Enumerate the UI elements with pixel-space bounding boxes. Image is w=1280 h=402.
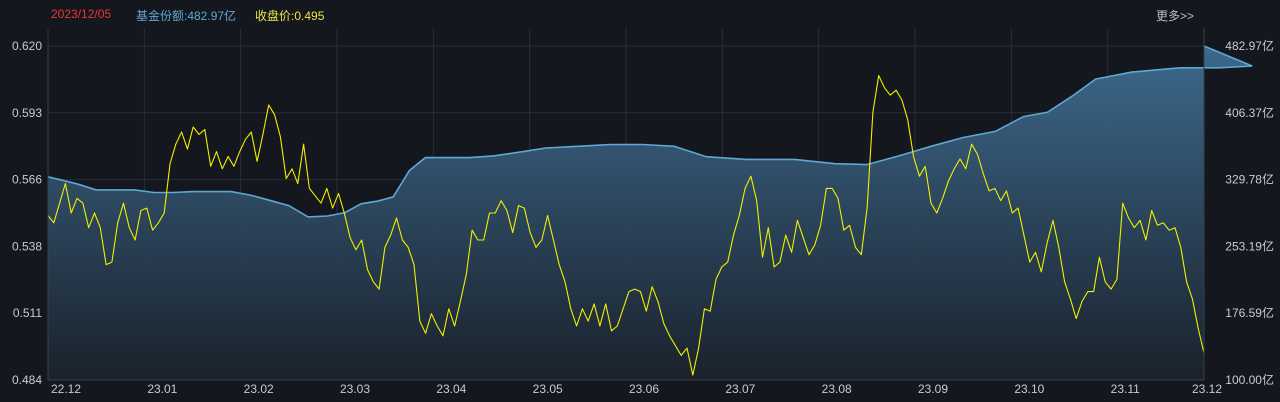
y-left-tick: 0.538 <box>12 239 42 253</box>
y-left-tick: 0.511 <box>13 306 42 320</box>
y-right-tick: 406.37亿 <box>1225 105 1274 120</box>
y-right-tick: 482.97亿 <box>1225 38 1274 53</box>
x-tick-label: 23.09 <box>918 382 948 396</box>
y-right-tick: 100.00亿 <box>1225 372 1274 387</box>
x-tick-label: 23.02 <box>244 382 274 396</box>
x-tick-label: 23.04 <box>436 382 466 396</box>
close-price-series <box>47 74 1205 376</box>
fund-share-line <box>47 45 1253 218</box>
x-tick-label: 23.03 <box>340 382 370 396</box>
more-link[interactable]: 更多>> <box>1155 9 1194 23</box>
chart-header: 2023/12/05 基金份额:482.97亿 收盘价:0.495 更多>> <box>0 0 1280 28</box>
y-left-tick: 0.484 <box>12 373 42 387</box>
y-right-tick: 253.19亿 <box>1225 238 1274 253</box>
x-tick-label: 23.10 <box>1014 382 1044 396</box>
header-close-price: 收盘价:0.495 <box>255 9 325 23</box>
x-tick-label: 23.12 <box>1192 382 1222 396</box>
x-tick-label: 23.07 <box>725 382 755 396</box>
x-tick-label: 23.05 <box>533 382 563 396</box>
y-right-tick: 329.78亿 <box>1225 172 1274 187</box>
x-tick-label: 23.08 <box>822 382 852 396</box>
y-right-tick: 176.59亿 <box>1225 305 1274 320</box>
fund-share-area <box>48 46 1253 380</box>
close-price-line <box>47 74 1205 376</box>
x-tick-label: 22.12 <box>51 382 81 396</box>
fund-share-series <box>47 45 1253 380</box>
x-tick-label: 23.06 <box>629 382 659 396</box>
y-left-tick: 0.620 <box>12 39 42 53</box>
x-tick-label: 23.01 <box>147 382 177 396</box>
header-fund-share: 基金份额:482.97亿 <box>136 9 237 23</box>
y-left-tick: 0.566 <box>12 173 42 187</box>
header-date: 2023/12/05 <box>51 7 112 21</box>
chart-axes: 0.620 482.97亿 0.593 406.37亿 0.566 329.78亿 0.53… <box>12 28 1274 396</box>
x-tick-label: 23.11 <box>1111 382 1140 396</box>
y-left-tick: 0.593 <box>12 106 42 120</box>
